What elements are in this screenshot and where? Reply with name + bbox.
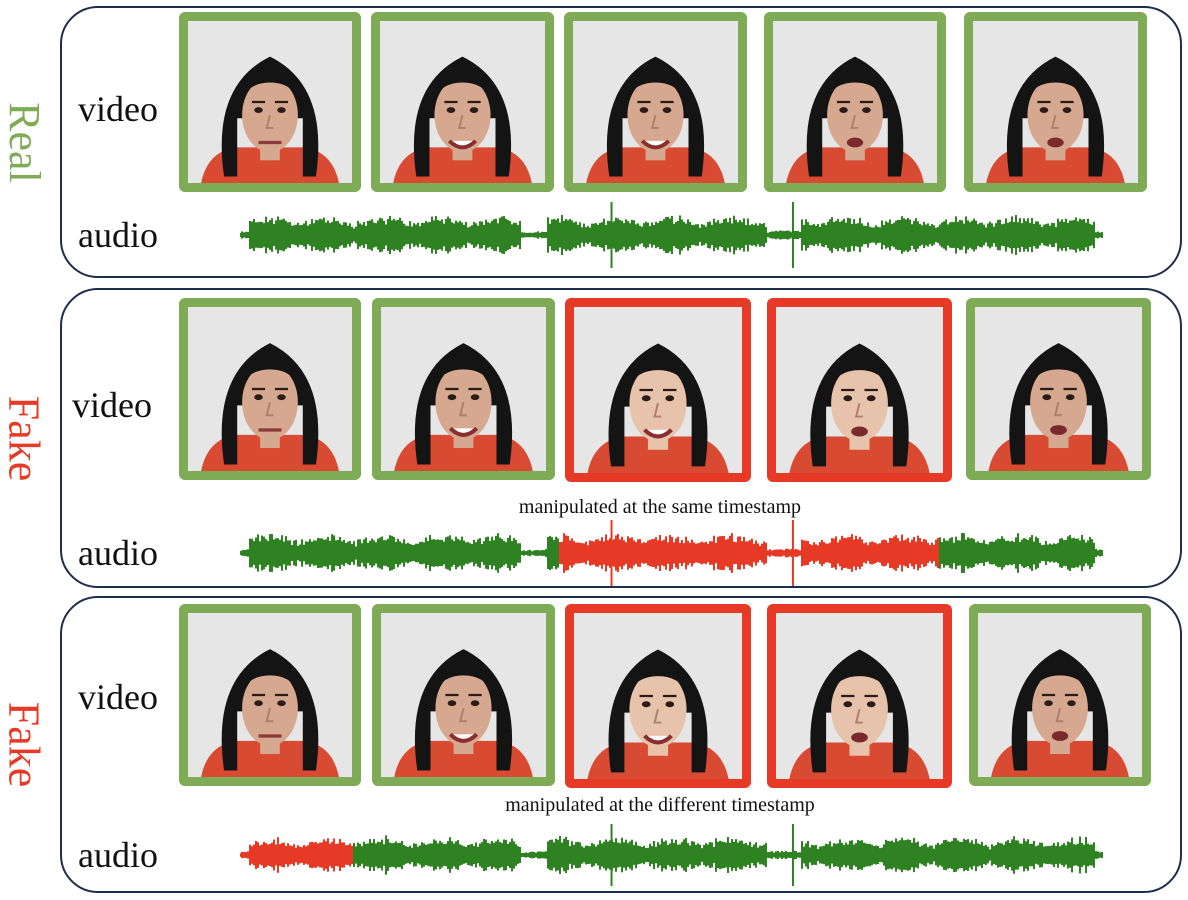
panel-3-audio-label: audio <box>78 835 158 875</box>
panel-3-audio-waveform <box>240 824 1103 886</box>
panel-3-label: Fake <box>0 701 49 788</box>
panel-1-video-label: video <box>78 89 158 129</box>
panel-2-status-label: Fake <box>0 288 49 588</box>
panel-3-frame-5 <box>969 604 1151 786</box>
panel-1-label: Real <box>0 101 49 183</box>
panel-2-audio-label: audio <box>78 533 158 573</box>
panel-2-frame-5 <box>966 298 1151 480</box>
panel-3-video-label: video <box>78 677 158 717</box>
panel-2-audio-waveform <box>240 520 1103 586</box>
panel-2-frame-3 <box>565 298 751 482</box>
panel-1-frame-5 <box>964 12 1147 192</box>
panel-2-frame-2 <box>372 298 555 480</box>
panel-1-frame-3 <box>564 12 747 192</box>
panel-2-video-label: video <box>72 385 152 425</box>
panel-1-audio-waveform <box>240 202 1103 268</box>
panel-1-audio-label: audio <box>78 215 158 255</box>
panel-1-status-label: Real <box>0 6 49 278</box>
panel-2-frame-4 <box>767 298 952 482</box>
panel-3-frame-3 <box>565 604 751 788</box>
panel-3-frame-1 <box>179 604 361 786</box>
panel-1-frame-2 <box>371 12 554 192</box>
panel-2-caption: manipulated at the same timestamp <box>518 496 802 518</box>
panel-3-frame-2 <box>372 604 555 786</box>
panel-2-frame-1 <box>179 298 361 480</box>
panel-3-status-label: Fake <box>0 596 49 893</box>
panel-2-label: Fake <box>0 395 49 481</box>
panel-1-frame-1 <box>179 12 361 192</box>
panel-3-caption: manipulated at the different timestamp <box>505 794 815 816</box>
panel-1-frame-4 <box>764 12 946 192</box>
panel-3-frame-4 <box>767 604 952 788</box>
